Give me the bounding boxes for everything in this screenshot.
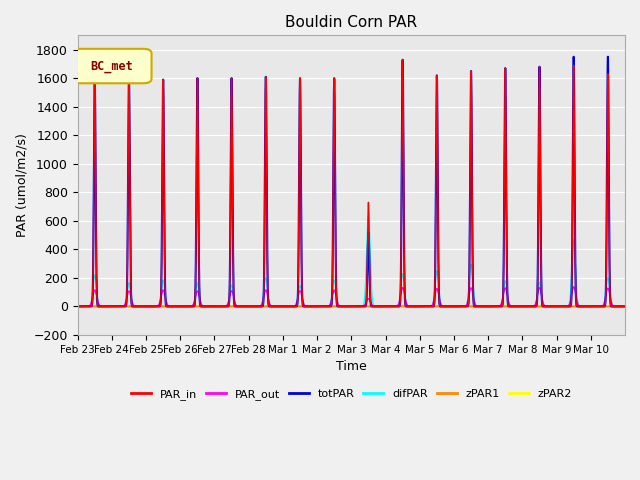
Text: BC_met: BC_met: [90, 60, 133, 72]
Title: Bouldin Corn PAR: Bouldin Corn PAR: [285, 15, 417, 30]
Y-axis label: PAR (umol/m2/s): PAR (umol/m2/s): [15, 133, 28, 237]
X-axis label: Time: Time: [336, 360, 367, 373]
Legend: PAR_in, PAR_out, totPAR, difPAR, zPAR1, zPAR2: PAR_in, PAR_out, totPAR, difPAR, zPAR1, …: [126, 384, 577, 404]
FancyBboxPatch shape: [72, 49, 152, 83]
